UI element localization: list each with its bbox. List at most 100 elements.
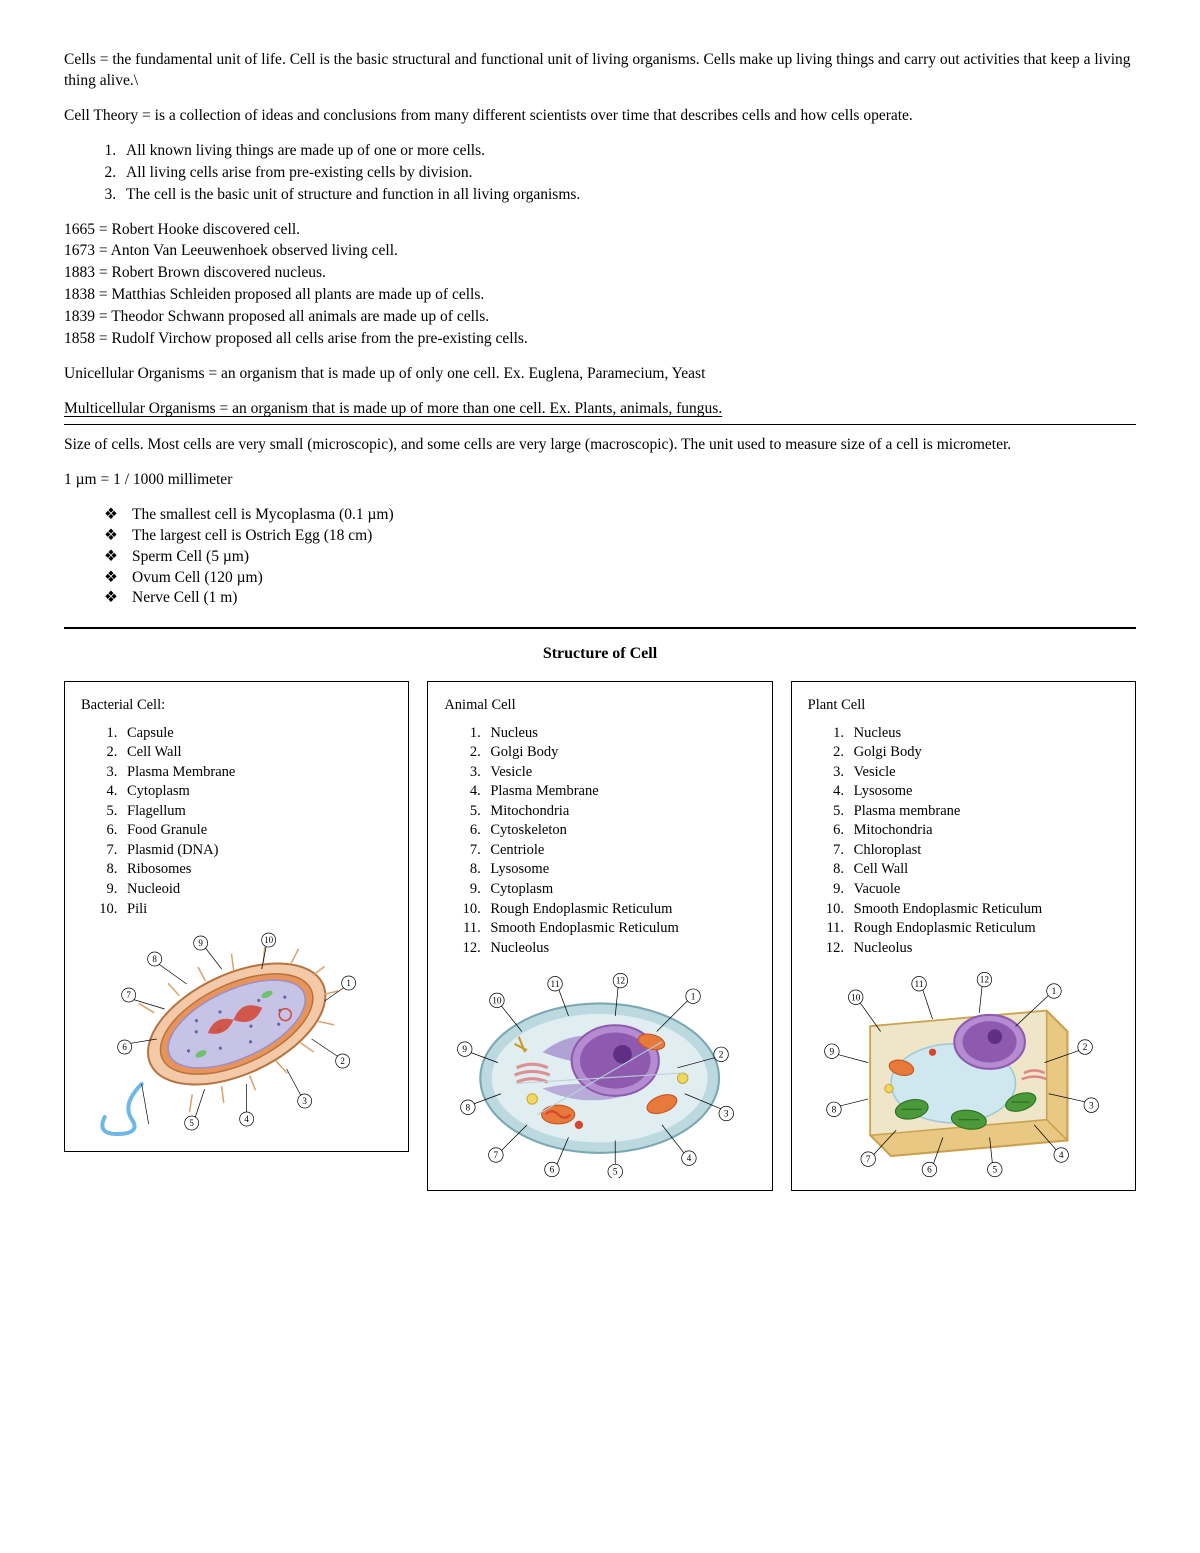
svg-text:2: 2 <box>719 1051 724 1061</box>
list-item: Vesicle <box>484 763 755 783</box>
list-item: Capsule <box>121 724 392 744</box>
list-item: Cell Wall <box>121 743 392 763</box>
size-p1: Size of cells. Most cells are very small… <box>64 435 1136 456</box>
list-item: Food Granule <box>121 821 392 841</box>
timeline-item: 1858 = Rudolf Virchow proposed all cells… <box>64 329 1136 350</box>
cell-boxes-row: Bacterial Cell: Capsule Cell Wall Plasma… <box>64 681 1136 1191</box>
bacterial-parts-list: Capsule Cell Wall Plasma Membrane Cytopl… <box>81 724 392 920</box>
svg-text:1: 1 <box>346 978 351 988</box>
list-item: Mitochondria <box>848 821 1119 841</box>
svg-text:3: 3 <box>1089 1102 1094 1112</box>
svg-text:1: 1 <box>1051 987 1056 997</box>
svg-text:10: 10 <box>264 935 274 945</box>
list-item: The cell is the basic unit of structure … <box>120 185 1136 206</box>
list-item: All living cells arise from pre-existing… <box>120 163 1136 184</box>
list-item: Cell Wall <box>848 860 1119 880</box>
svg-text:2: 2 <box>1082 1043 1087 1053</box>
svg-text:11: 11 <box>551 980 560 990</box>
list-item: Pili <box>121 900 392 920</box>
list-item: Nerve Cell (1 m) <box>104 588 1136 609</box>
svg-text:9: 9 <box>463 1046 468 1056</box>
list-item: The smallest cell is Mycoplasma (0.1 µm) <box>104 505 1136 526</box>
list-item: Smooth Endoplasmic Reticulum <box>484 919 755 939</box>
intro-p2: Cell Theory = is a collection of ideas a… <box>64 106 1136 127</box>
timeline-item: 1838 = Matthias Schleiden proposed all p… <box>64 285 1136 306</box>
plant-parts-list: Nucleus Golgi Body Vesicle Lysosome Plas… <box>808 724 1119 959</box>
list-item: Plasma Membrane <box>484 782 755 802</box>
list-item: Nucleoid <box>121 880 392 900</box>
list-item: Ovum Cell (120 µm) <box>104 568 1136 589</box>
bacterial-cell-box: Bacterial Cell: Capsule Cell Wall Plasma… <box>64 681 409 1152</box>
list-item: Cytoskeleton <box>484 821 755 841</box>
svg-text:8: 8 <box>152 954 157 964</box>
animal-parts-list: Nucleus Golgi Body Vesicle Plasma Membra… <box>444 724 755 959</box>
list-item: Nucleus <box>484 724 755 744</box>
list-item: Flagellum <box>121 802 392 822</box>
divider <box>64 424 1136 425</box>
svg-text:6: 6 <box>550 1166 555 1176</box>
svg-text:6: 6 <box>927 1166 932 1176</box>
intro-p1: Cells = the fundamental unit of life. Ce… <box>64 50 1136 92</box>
animal-cell-box: Animal Cell Nucleus Golgi Body Vesicle P… <box>427 681 772 1191</box>
list-item: Nucleolus <box>848 939 1119 959</box>
svg-text:7: 7 <box>494 1151 499 1161</box>
svg-text:12: 12 <box>616 977 626 987</box>
list-item: The largest cell is Ostrich Egg (18 cm) <box>104 526 1136 547</box>
svg-text:9: 9 <box>829 1048 834 1058</box>
svg-text:10: 10 <box>493 997 503 1007</box>
list-item: Cytoplasm <box>121 782 392 802</box>
list-item: Lysosome <box>848 782 1119 802</box>
timeline-item: 1839 = Theodor Schwann proposed all anim… <box>64 307 1136 328</box>
timeline-item: 1673 = Anton Van Leeuwenhoek observed li… <box>64 241 1136 262</box>
svg-text:5: 5 <box>613 1168 618 1178</box>
multicellular-def: Multicellular Organisms = an organism th… <box>64 399 1136 420</box>
svg-text:4: 4 <box>244 1114 249 1124</box>
list-item: Golgi Body <box>484 743 755 763</box>
plant-cell-diagram: 1 2 3 4 5 6 7 8 9 10 11 12 <box>808 968 1119 1178</box>
svg-text:6: 6 <box>122 1042 127 1052</box>
box-title: Plant Cell <box>808 696 1119 716</box>
svg-text:8: 8 <box>831 1106 836 1116</box>
list-item: Plasmid (DNA) <box>121 841 392 861</box>
bacterial-cell-diagram: 1 2 3 4 5 6 7 8 9 10 <box>81 929 392 1139</box>
list-item: Vacuole <box>848 880 1119 900</box>
svg-text:11: 11 <box>914 980 923 990</box>
list-item: Cytoplasm <box>484 880 755 900</box>
list-item: Rough Endoplasmic Reticulum <box>848 919 1119 939</box>
list-item: Vesicle <box>848 763 1119 783</box>
svg-text:3: 3 <box>302 1096 307 1106</box>
animal-cell-diagram: 1 2 3 4 5 6 7 8 9 10 11 12 <box>444 968 755 1178</box>
list-item: Chloroplast <box>848 841 1119 861</box>
size-facts-list: The smallest cell is Mycoplasma (0.1 µm)… <box>64 505 1136 610</box>
svg-text:9: 9 <box>198 938 203 948</box>
box-title: Animal Cell <box>444 696 755 716</box>
svg-text:4: 4 <box>687 1154 692 1164</box>
list-item: Ribosomes <box>121 860 392 880</box>
list-item: Sperm Cell (5 µm) <box>104 547 1136 568</box>
list-item: Plasma Membrane <box>121 763 392 783</box>
list-item: Nucleolus <box>484 939 755 959</box>
svg-text:7: 7 <box>126 990 131 1000</box>
box-title: Bacterial Cell: <box>81 696 392 716</box>
list-item: Rough Endoplasmic Reticulum <box>484 900 755 920</box>
cell-theory-list: All known living things are made up of o… <box>64 141 1136 206</box>
list-item: Lysosome <box>484 860 755 880</box>
timeline-item: 1665 = Robert Hooke discovered cell. <box>64 220 1136 241</box>
timeline-item: 1883 = Robert Brown discovered nucleus. <box>64 263 1136 284</box>
svg-text:8: 8 <box>466 1104 471 1114</box>
svg-text:3: 3 <box>724 1110 729 1120</box>
size-p2: 1 µm = 1 / 1000 millimeter <box>64 470 1136 491</box>
list-item: Smooth Endoplasmic Reticulum <box>848 900 1119 920</box>
list-item: Centriole <box>484 841 755 861</box>
list-item: Nucleus <box>848 724 1119 744</box>
svg-text:12: 12 <box>979 976 989 986</box>
svg-text:7: 7 <box>866 1156 871 1166</box>
svg-text:5: 5 <box>189 1118 194 1128</box>
list-item: All known living things are made up of o… <box>120 141 1136 162</box>
list-item: Golgi Body <box>848 743 1119 763</box>
svg-text:1: 1 <box>691 993 696 1003</box>
svg-text:2: 2 <box>340 1056 345 1066</box>
svg-text:10: 10 <box>851 994 861 1004</box>
list-item: Plasma membrane <box>848 802 1119 822</box>
divider <box>64 627 1136 629</box>
